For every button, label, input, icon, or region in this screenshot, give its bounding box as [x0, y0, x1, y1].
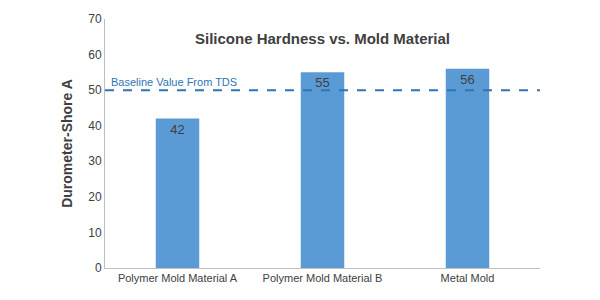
svg-text:55: 55 [315, 75, 329, 90]
svg-text:Polymer Mold Material B: Polymer Mold Material B [263, 272, 383, 284]
svg-text:42: 42 [170, 122, 184, 137]
svg-text:70: 70 [88, 12, 102, 26]
svg-text:10: 10 [88, 226, 102, 240]
svg-text:60: 60 [88, 48, 102, 62]
svg-text:56: 56 [460, 72, 474, 87]
svg-text:Polymer Mold Material A: Polymer Mold Material A [118, 272, 238, 284]
svg-text:50: 50 [88, 83, 102, 97]
svg-text:Silicone Hardness vs. Mold Mat: Silicone Hardness vs. Mold Material [195, 30, 450, 47]
svg-text:30: 30 [88, 154, 102, 168]
svg-text:Durometer-Shore A: Durometer-Shore A [59, 79, 75, 208]
svg-text:0: 0 [95, 261, 102, 275]
svg-text:Metal Mold: Metal Mold [441, 272, 495, 284]
svg-text:Baseline Value From TDS: Baseline Value From TDS [111, 76, 237, 88]
svg-text:20: 20 [88, 190, 102, 204]
svg-text:40: 40 [88, 119, 102, 133]
